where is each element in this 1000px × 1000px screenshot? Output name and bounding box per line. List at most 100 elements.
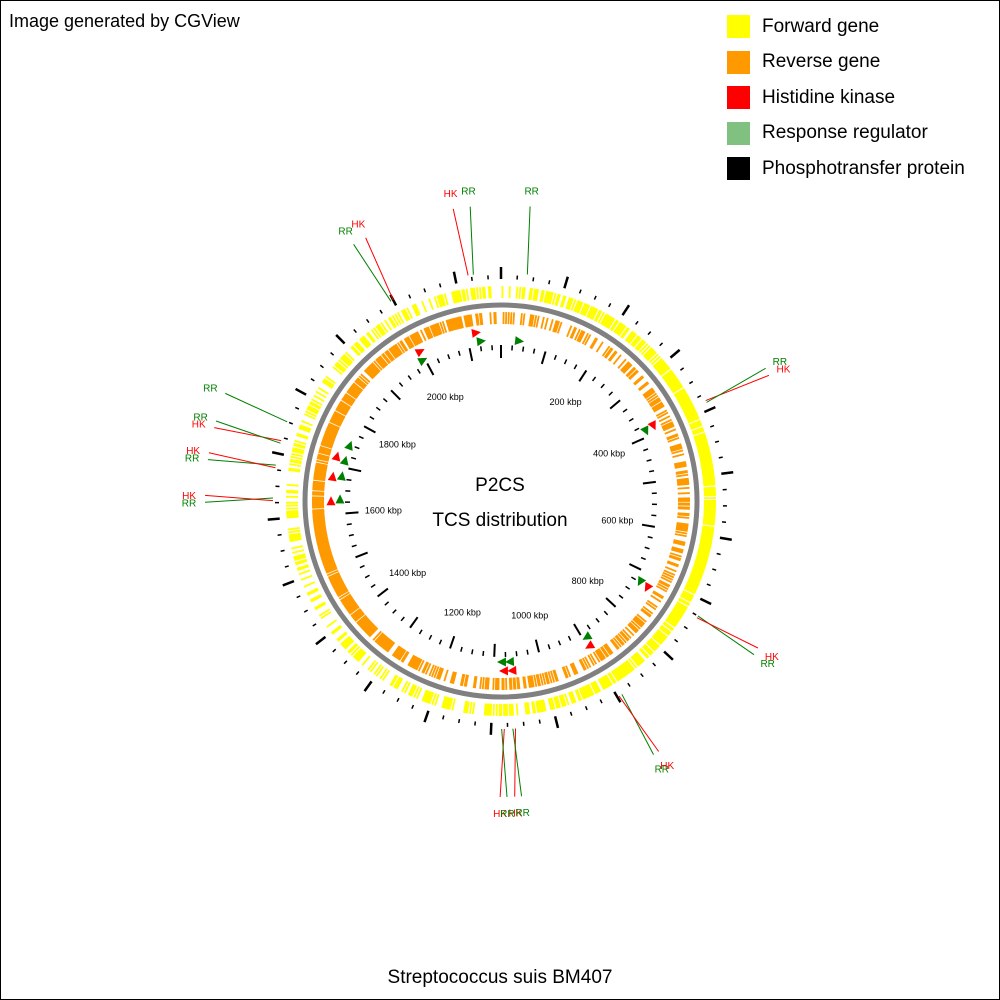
forward-gene: [307, 588, 319, 596]
reverse-gene: [587, 654, 595, 666]
reverse-gene: [429, 325, 436, 338]
forward-gene: [693, 433, 706, 440]
outer-minor-tick: [310, 378, 315, 382]
forward-gene: [332, 366, 343, 376]
reverse-gene: [313, 523, 326, 527]
forward-gene: [631, 336, 641, 347]
reverse-gene: [474, 676, 478, 689]
scale-minor-tick: [418, 629, 423, 635]
forward-gene: [342, 354, 353, 365]
reverse-gene: [427, 326, 434, 339]
forward-gene: [578, 687, 585, 700]
reverse-gene: [336, 588, 349, 597]
forward-gene: [692, 565, 705, 571]
forward-gene: [702, 525, 715, 529]
reverse-gene: [385, 641, 395, 652]
forward-gene: [662, 622, 674, 632]
forward-gene: [624, 330, 634, 342]
forward-gene: [547, 291, 553, 304]
reverse-gene: [622, 628, 632, 639]
forward-gene: [649, 637, 660, 648]
forward-gene: [688, 577, 701, 584]
reverse-gene: [367, 626, 378, 637]
callout-line: [205, 494, 274, 502]
forward-gene: [310, 595, 323, 603]
forward-gene: [617, 325, 627, 337]
forward-gene: [518, 286, 522, 299]
forward-gene: [591, 681, 599, 694]
reverse-gene: [578, 331, 586, 343]
response-regulator-marker: [335, 494, 345, 504]
reverse-gene: [675, 525, 689, 530]
forward-gene: [694, 435, 707, 441]
reverse-gene: [527, 675, 531, 688]
reverse-gene: [451, 318, 457, 331]
reverse-gene: [348, 605, 359, 614]
reverse-gene: [628, 369, 639, 380]
forward-gene: [699, 455, 712, 460]
forward-gene: [697, 448, 710, 453]
forward-gene: [677, 395, 690, 404]
reverse-gene: [365, 367, 376, 378]
reverse-gene: [454, 317, 460, 330]
forward-gene: [438, 294, 444, 307]
forward-gene: [456, 290, 462, 303]
outer-major-tick: [423, 710, 430, 723]
reverse-gene: [411, 657, 420, 669]
forward-gene: [700, 535, 713, 539]
forward-gene: [360, 337, 370, 348]
reverse-gene: [655, 585, 668, 593]
reverse-gene: [417, 659, 425, 672]
reverse-gene: [536, 673, 542, 687]
forward-gene: [336, 631, 347, 641]
outer-minor-tick: [423, 288, 427, 293]
forward-gene: [441, 695, 447, 709]
reverse-gene: [336, 406, 348, 414]
callout-line: [697, 615, 755, 656]
reverse-gene: [419, 329, 427, 342]
forward-gene: [461, 289, 466, 302]
reverse-gene: [674, 533, 687, 538]
reverse-gene: [410, 656, 419, 668]
forward-gene: [555, 695, 561, 708]
forward-gene: [470, 287, 474, 301]
reverse-gene: [543, 317, 549, 330]
forward-gene: [698, 449, 711, 455]
hk-label: HK: [186, 446, 200, 457]
reverse-gene: [425, 326, 433, 339]
forward-gene: [317, 386, 329, 395]
forward-gene: [575, 688, 583, 701]
reverse-gene: [552, 669, 558, 682]
forward-gene: [445, 697, 451, 710]
scale-minor-tick: [647, 535, 653, 539]
reverse-gene: [574, 328, 581, 341]
forward-gene: [574, 300, 581, 313]
forward-gene: [685, 410, 697, 417]
reverse-gene: [652, 402, 664, 411]
scale-major-tick: [573, 623, 582, 636]
reverse-gene: [468, 314, 473, 327]
reverse-gene: [318, 448, 331, 454]
forward-gene: [301, 420, 313, 427]
legend-label: Forward gene: [762, 15, 880, 37]
reverse-gene: [377, 634, 387, 646]
response-regulator-marker: [582, 631, 593, 640]
reverse-gene: [554, 320, 561, 333]
reverse-gene: [323, 434, 336, 441]
reverse-gene: [562, 666, 569, 679]
reverse-gene: [676, 477, 689, 481]
forward-gene: [381, 669, 390, 681]
reverse-gene: [321, 440, 334, 447]
scale-minor-tick: [382, 397, 388, 403]
callout-line: [705, 374, 770, 402]
forward-gene: [671, 609, 683, 618]
reverse-gene: [441, 320, 448, 333]
reverse-gene: [579, 658, 587, 671]
scale-labels: 200 kbp 400 kbp 600 kbp 800 kbp 1000 kbp 1200…: [365, 392, 634, 620]
forward-gene: [619, 664, 628, 676]
forward-gene: [586, 684, 594, 697]
reverse-gene: [326, 427, 338, 434]
reverse-gene: [366, 625, 377, 636]
forward-gene: [436, 295, 442, 308]
